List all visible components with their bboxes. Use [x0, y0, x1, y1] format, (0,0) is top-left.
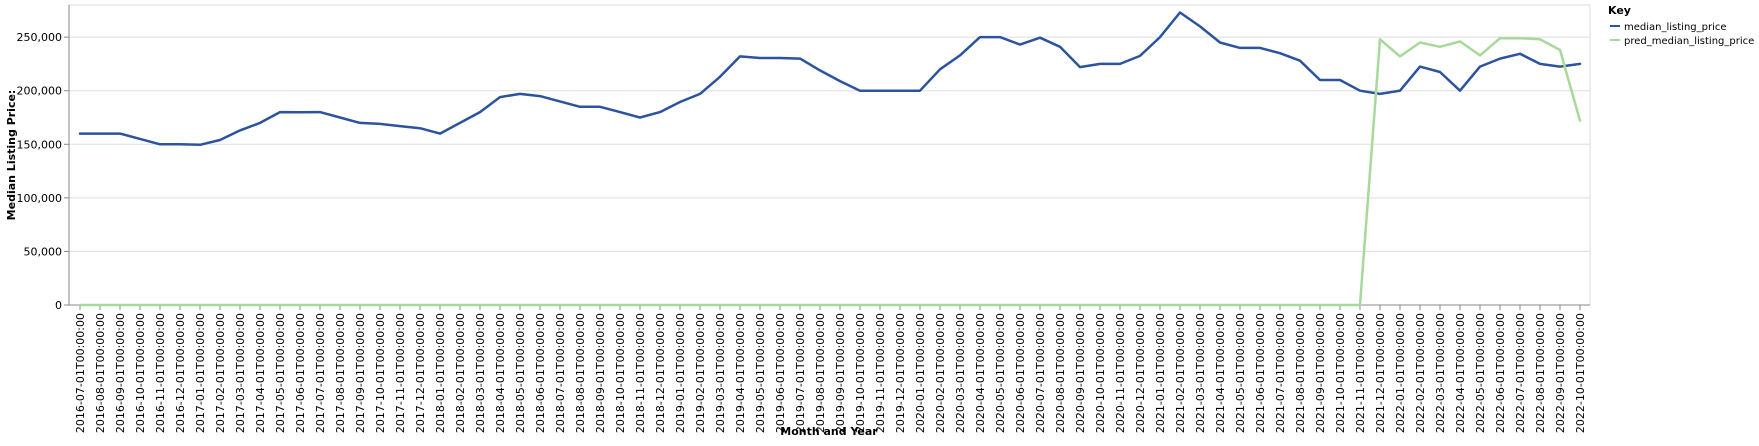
legend-label: median_listing_price	[1624, 22, 1727, 33]
x-tick-label: 2020-06-01T00:00:00	[1014, 313, 1027, 433]
x-tick-label: 2018-11-01T00:00:00	[634, 313, 647, 433]
y-tick-label: 150,000	[17, 138, 63, 151]
series-lines	[78, 11, 1582, 307]
x-tick-label: 2016-09-01T00:00:00	[114, 313, 127, 433]
x-tick-label: 2016-12-01T00:00:00	[174, 313, 187, 433]
x-tick-label: 2020-07-01T00:00:00	[1034, 313, 1047, 433]
x-tick-label: 2021-09-01T00:00:00	[1314, 313, 1327, 433]
series-line-median-listing-price	[78, 11, 1582, 147]
x-tick-label: 2018-01-01T00:00:00	[434, 313, 447, 433]
x-tick-label: 2021-08-01T00:00:00	[1294, 313, 1307, 433]
legend: Key median_listing_price pred_median_list…	[1608, 4, 1754, 47]
x-tick-label: 2017-06-01T00:00:00	[294, 313, 307, 433]
x-tick-label: 2018-10-01T00:00:00	[614, 313, 627, 433]
x-tick-label: 2017-02-01T00:00:00	[214, 313, 227, 433]
x-tick-label: 2016-07-01T00:00:00	[74, 313, 87, 433]
x-tick-label: 2017-12-01T00:00:00	[414, 313, 427, 433]
x-tick-label: 2016-11-01T00:00:00	[154, 313, 167, 433]
x-tick-label: 2021-04-01T00:00:00	[1214, 313, 1227, 433]
x-tick-label: 2022-06-01T00:00:00	[1494, 313, 1507, 433]
x-tick-label: 2018-03-01T00:00:00	[474, 313, 487, 433]
x-tick-label: 2021-03-01T00:00:00	[1194, 313, 1207, 433]
y-tick-label: 100,000	[17, 192, 63, 205]
x-tick-label: 2020-11-01T00:00:00	[1114, 313, 1127, 433]
x-tick-label: 2018-08-01T00:00:00	[574, 313, 587, 433]
x-tick-label: 2016-10-01T00:00:00	[134, 313, 147, 433]
x-tick-label: 2022-10-01T00:00:00	[1574, 313, 1587, 433]
x-tick-label: 2021-10-01T00:00:00	[1334, 313, 1347, 433]
x-tick-label: 2017-01-01T00:00:00	[194, 313, 207, 433]
x-tick-label: 2018-05-01T00:00:00	[514, 313, 527, 433]
x-tick-label: 2017-03-01T00:00:00	[234, 313, 247, 433]
x-tick-label: 2020-10-01T00:00:00	[1094, 313, 1107, 433]
x-tick-label: 2019-04-01T00:00:00	[734, 313, 747, 433]
y-tick-label: 200,000	[17, 85, 63, 98]
legend-label: pred_median_listing_price	[1624, 36, 1754, 47]
x-tick-label: 2021-06-01T00:00:00	[1254, 313, 1267, 433]
x-tick-label: 2019-10-01T00:00:00	[854, 313, 867, 433]
x-tick-label: 2021-05-01T00:00:00	[1234, 313, 1247, 433]
x-tick-label: 2022-03-01T00:00:00	[1434, 313, 1447, 433]
x-tick-label: 2018-04-01T00:00:00	[494, 313, 507, 433]
x-tick-label: 2017-05-01T00:00:00	[274, 313, 287, 433]
x-tick-label: 2020-05-01T00:00:00	[994, 313, 1007, 433]
y-tick-label: 250,000	[17, 31, 63, 44]
x-tick-label: 2018-02-01T00:00:00	[454, 313, 467, 433]
x-tick-label: 2019-06-01T00:00:00	[774, 313, 787, 433]
y-tick-label: 0	[55, 299, 62, 312]
x-tick-label: 2017-11-01T00:00:00	[394, 313, 407, 433]
x-tick-label: 2021-12-01T00:00:00	[1374, 313, 1387, 433]
x-tick-label: 2018-07-01T00:00:00	[554, 313, 567, 433]
x-tick-label: 2019-02-01T00:00:00	[694, 313, 707, 433]
legend-title: Key	[1608, 4, 1631, 17]
x-tick-label: 2019-12-01T00:00:00	[894, 313, 907, 433]
x-tick-label: 2020-03-01T00:00:00	[954, 313, 967, 433]
x-tick-label: 2020-04-01T00:00:00	[974, 313, 987, 433]
x-tick-label: 2017-10-01T00:00:00	[374, 313, 387, 433]
x-tick-label: 2019-03-01T00:00:00	[714, 313, 727, 433]
x-tick-label: 2019-01-01T00:00:00	[674, 313, 687, 433]
x-tick-label: 2019-07-01T00:00:00	[794, 313, 807, 433]
x-tick-label: 2021-11-01T00:00:00	[1354, 313, 1367, 433]
x-tick-label: 2016-08-01T00:00:00	[94, 313, 107, 433]
x-tick-label: 2020-12-01T00:00:00	[1134, 313, 1147, 433]
y-axis-title: Median Listing Price:	[5, 90, 18, 221]
x-tick-label: 2022-05-01T00:00:00	[1474, 313, 1487, 433]
x-tick-label: 2020-09-01T00:00:00	[1074, 313, 1087, 433]
x-tick-label: 2022-09-01T00:00:00	[1554, 313, 1567, 433]
x-tick-label: 2021-02-01T00:00:00	[1174, 313, 1187, 433]
x-tick-label: 2019-09-01T00:00:00	[834, 313, 847, 433]
x-tick-label: 2020-08-01T00:00:00	[1054, 313, 1067, 433]
x-tick-label: 2018-09-01T00:00:00	[594, 313, 607, 433]
x-tick-label: 2019-08-01T00:00:00	[814, 313, 827, 433]
x-tick-label: 2019-05-01T00:00:00	[754, 313, 767, 433]
x-tick-label: 2017-04-01T00:00:00	[254, 313, 267, 433]
x-tick-label: 2020-02-01T00:00:00	[934, 313, 947, 433]
y-axis: 0 50,000 100,000 150,000 200,000 250,000	[17, 5, 70, 312]
x-tick-label: 2022-07-01T00:00:00	[1514, 313, 1527, 433]
plot-background	[69, 5, 1590, 305]
x-axis: 2016-07-01T00:00:00 2016-08-01T00:00:00 20…	[69, 304, 1590, 433]
series-line-pred-median-listing-price	[78, 36, 1582, 307]
x-tick-label: 2017-08-01T00:00:00	[334, 313, 347, 433]
x-tick-label: 2017-09-01T00:00:00	[354, 313, 367, 433]
x-tick-label: 2017-07-01T00:00:00	[314, 313, 327, 433]
x-tick-label: 2021-01-01T00:00:00	[1154, 313, 1167, 433]
y-tick-label: 50,000	[24, 245, 63, 258]
x-tick-label: 2018-12-01T00:00:00	[654, 313, 667, 433]
x-tick-label: 2022-08-01T00:00:00	[1534, 313, 1547, 433]
x-tick-label: 2021-07-01T00:00:00	[1274, 313, 1287, 433]
x-tick-label: 2022-04-01T00:00:00	[1454, 313, 1467, 433]
x-tick-label: 2019-11-01T00:00:00	[874, 313, 887, 433]
x-tick-label: 2022-01-01T00:00:00	[1394, 313, 1407, 433]
x-tick-label: 2020-01-01T00:00:00	[914, 313, 927, 433]
x-axis-title: Month and Year	[780, 425, 878, 438]
x-tick-label: 2022-02-01T00:00:00	[1414, 313, 1427, 433]
x-tick-label: 2018-06-01T00:00:00	[534, 313, 547, 433]
